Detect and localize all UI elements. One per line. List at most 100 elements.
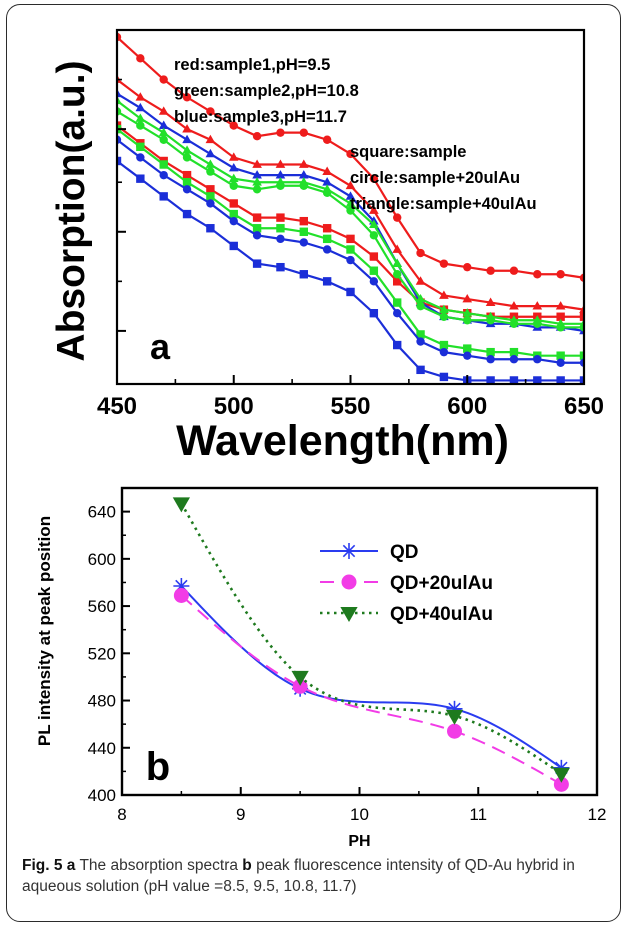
panel-b-x-tick-label: 8 [117, 805, 126, 824]
panel-a-point-red-triangle [345, 180, 356, 190]
panel-a-point-blue-square [346, 287, 355, 297]
panel-a-point-red-triangle [275, 159, 286, 168]
panel-b-data-point [173, 587, 189, 603]
panel-a-point-blue-square [276, 262, 285, 272]
panel-b-label: b [146, 745, 170, 789]
panel-a-legend-text: red:sample1,pH=9.5 [174, 56, 330, 74]
panel-b-y-tick-label: 640 [88, 503, 116, 522]
panel-a-point-red-circle [533, 270, 542, 279]
panel-a-point-red-triangle [462, 294, 473, 303]
panel-a-point-red-circle [182, 93, 192, 102]
panel-a-point-blue-circle [276, 234, 285, 244]
panel-a-point-green-square [299, 227, 308, 236]
panel-a-point-blue-circle [416, 337, 425, 346]
panel-a-legend-text: green:sample2,pH=10.8 [174, 82, 359, 100]
panel-a-point-red-square [276, 213, 285, 222]
panel-a-point-blue-circle [463, 351, 472, 360]
panel-a-point-red-circle [463, 262, 472, 272]
panel-a-point-red-circle [486, 266, 495, 275]
panel-a-point-red-square [252, 213, 262, 222]
panel-a-point-blue-circle [439, 347, 449, 357]
panel-a-series-blue-circle [117, 135, 584, 367]
panel-a-point-green-circle [276, 181, 285, 190]
panel-a-point-red-triangle [322, 166, 332, 175]
panel-a-point-blue-square [556, 376, 565, 384]
panel-b-data-point [552, 767, 570, 783]
panel-a-point-blue-triangle [345, 191, 356, 200]
panel-a-point-red-circle [439, 259, 449, 268]
panel-a-point-green-circle [509, 319, 519, 329]
panel-a-point-red-circle [276, 128, 285, 137]
panel-b-legend-label: QD+40ulAu [390, 604, 493, 625]
panel-a-x-axis-label: Wavelength(nm) [176, 417, 509, 465]
panel-a-legend-text: triangle:sample+40ulAu [350, 195, 537, 213]
panel-b-data-point [172, 497, 190, 513]
panel-a-point-red-triangle [579, 304, 584, 314]
panel-a-point-blue-circle [369, 277, 379, 286]
panel-a-point-green-circle [346, 206, 355, 215]
caption-part-a-text: The absorption spectra [75, 857, 243, 874]
panel-a-point-green-square [276, 224, 285, 233]
panel-a-point-blue-circle [322, 245, 332, 254]
panel-a-point-green-square [206, 192, 215, 201]
panel-a-point-blue-triangle [252, 170, 262, 179]
panel-a-point-blue-square [182, 209, 192, 219]
panel-a-point-green-circle [252, 185, 262, 194]
panel-b-legend-entry: QD [320, 542, 419, 563]
panel-a-point-red-square [206, 185, 215, 194]
panel-a-point-blue-triangle [298, 170, 309, 179]
panel-a-point-blue-square [439, 372, 449, 382]
panel-a-point-blue-circle [533, 355, 542, 364]
panel-a-point-blue-square [533, 376, 542, 384]
panel-a-x-tick-label: 600 [447, 393, 487, 420]
panel-b-legend-marker [340, 607, 358, 622]
panel-a-point-green-triangle [462, 308, 473, 317]
panel-b-series-line [180, 594, 562, 786]
panel-b-y-tick-label: 400 [88, 786, 116, 805]
panel-a-point-green-triangle [117, 95, 122, 105]
panel-a-point-blue-square [369, 309, 379, 318]
panel-a-point-red-triangle [509, 301, 519, 310]
panel-b-data-point [553, 776, 569, 792]
panel-b-x-tick-label: 12 [588, 805, 607, 824]
panel-b-legend-entry: QD+40ulAu [320, 604, 493, 625]
panel-a-legend-text: circle:sample+20ulAu [350, 169, 520, 187]
panel-a-point-green-square [322, 234, 332, 244]
panel-a-point-blue-square [117, 156, 122, 166]
panel-a-point-green-circle [229, 181, 238, 190]
panel-a-x-tick-label: 500 [214, 393, 254, 420]
panel-a-point-red-circle [229, 121, 238, 130]
panel-a-point-red-triangle [555, 301, 566, 310]
panel-b-data-point [291, 670, 309, 686]
panel-a-point-red-triangle [228, 152, 239, 161]
panel-a-point-red-square [369, 252, 379, 261]
panel-a-point-red-triangle [485, 297, 496, 306]
panel-a-point-green-square [136, 142, 145, 152]
panel-a-point-green-triangle [439, 304, 449, 314]
panel-a-point-red-triangle [439, 290, 449, 299]
panel-a-point-red-triangle [182, 124, 192, 133]
panel-a-point-blue-square [159, 192, 168, 201]
panel-a-point-green-circle [159, 135, 168, 144]
panel-a-point-red-square [229, 199, 238, 208]
panel-a-point-red-square [346, 234, 355, 244]
caption-part-b-label: b [242, 857, 252, 874]
panel-a-point-blue-circle [136, 153, 145, 162]
panel-a-point-green-circle [182, 153, 192, 162]
caption-part-a-label: a [66, 857, 76, 874]
panel-b-legend-label: QD [390, 542, 419, 563]
panel-a-point-blue-square [322, 277, 332, 286]
panel-a-point-green-circle [369, 231, 379, 240]
panel-a-point-green-triangle [158, 127, 169, 137]
panel-b-y-tick-label: 520 [88, 644, 116, 663]
panel-a-point-red-circle [322, 135, 332, 144]
panel-a-point-red-circle [509, 266, 519, 275]
panel-a-x-tick-label: 550 [330, 393, 370, 420]
panel-a-point-green-triangle [182, 145, 192, 154]
panel-a-point-red-circle [346, 149, 355, 159]
panel-a-point-red-circle [416, 248, 425, 258]
panel-a-legend-text: blue:sample3,pH=11.7 [174, 108, 347, 126]
panel-a-point-blue-circle [393, 309, 402, 318]
panel-a-point-red-triangle [392, 244, 403, 253]
panel-a-point-blue-square [206, 224, 215, 233]
